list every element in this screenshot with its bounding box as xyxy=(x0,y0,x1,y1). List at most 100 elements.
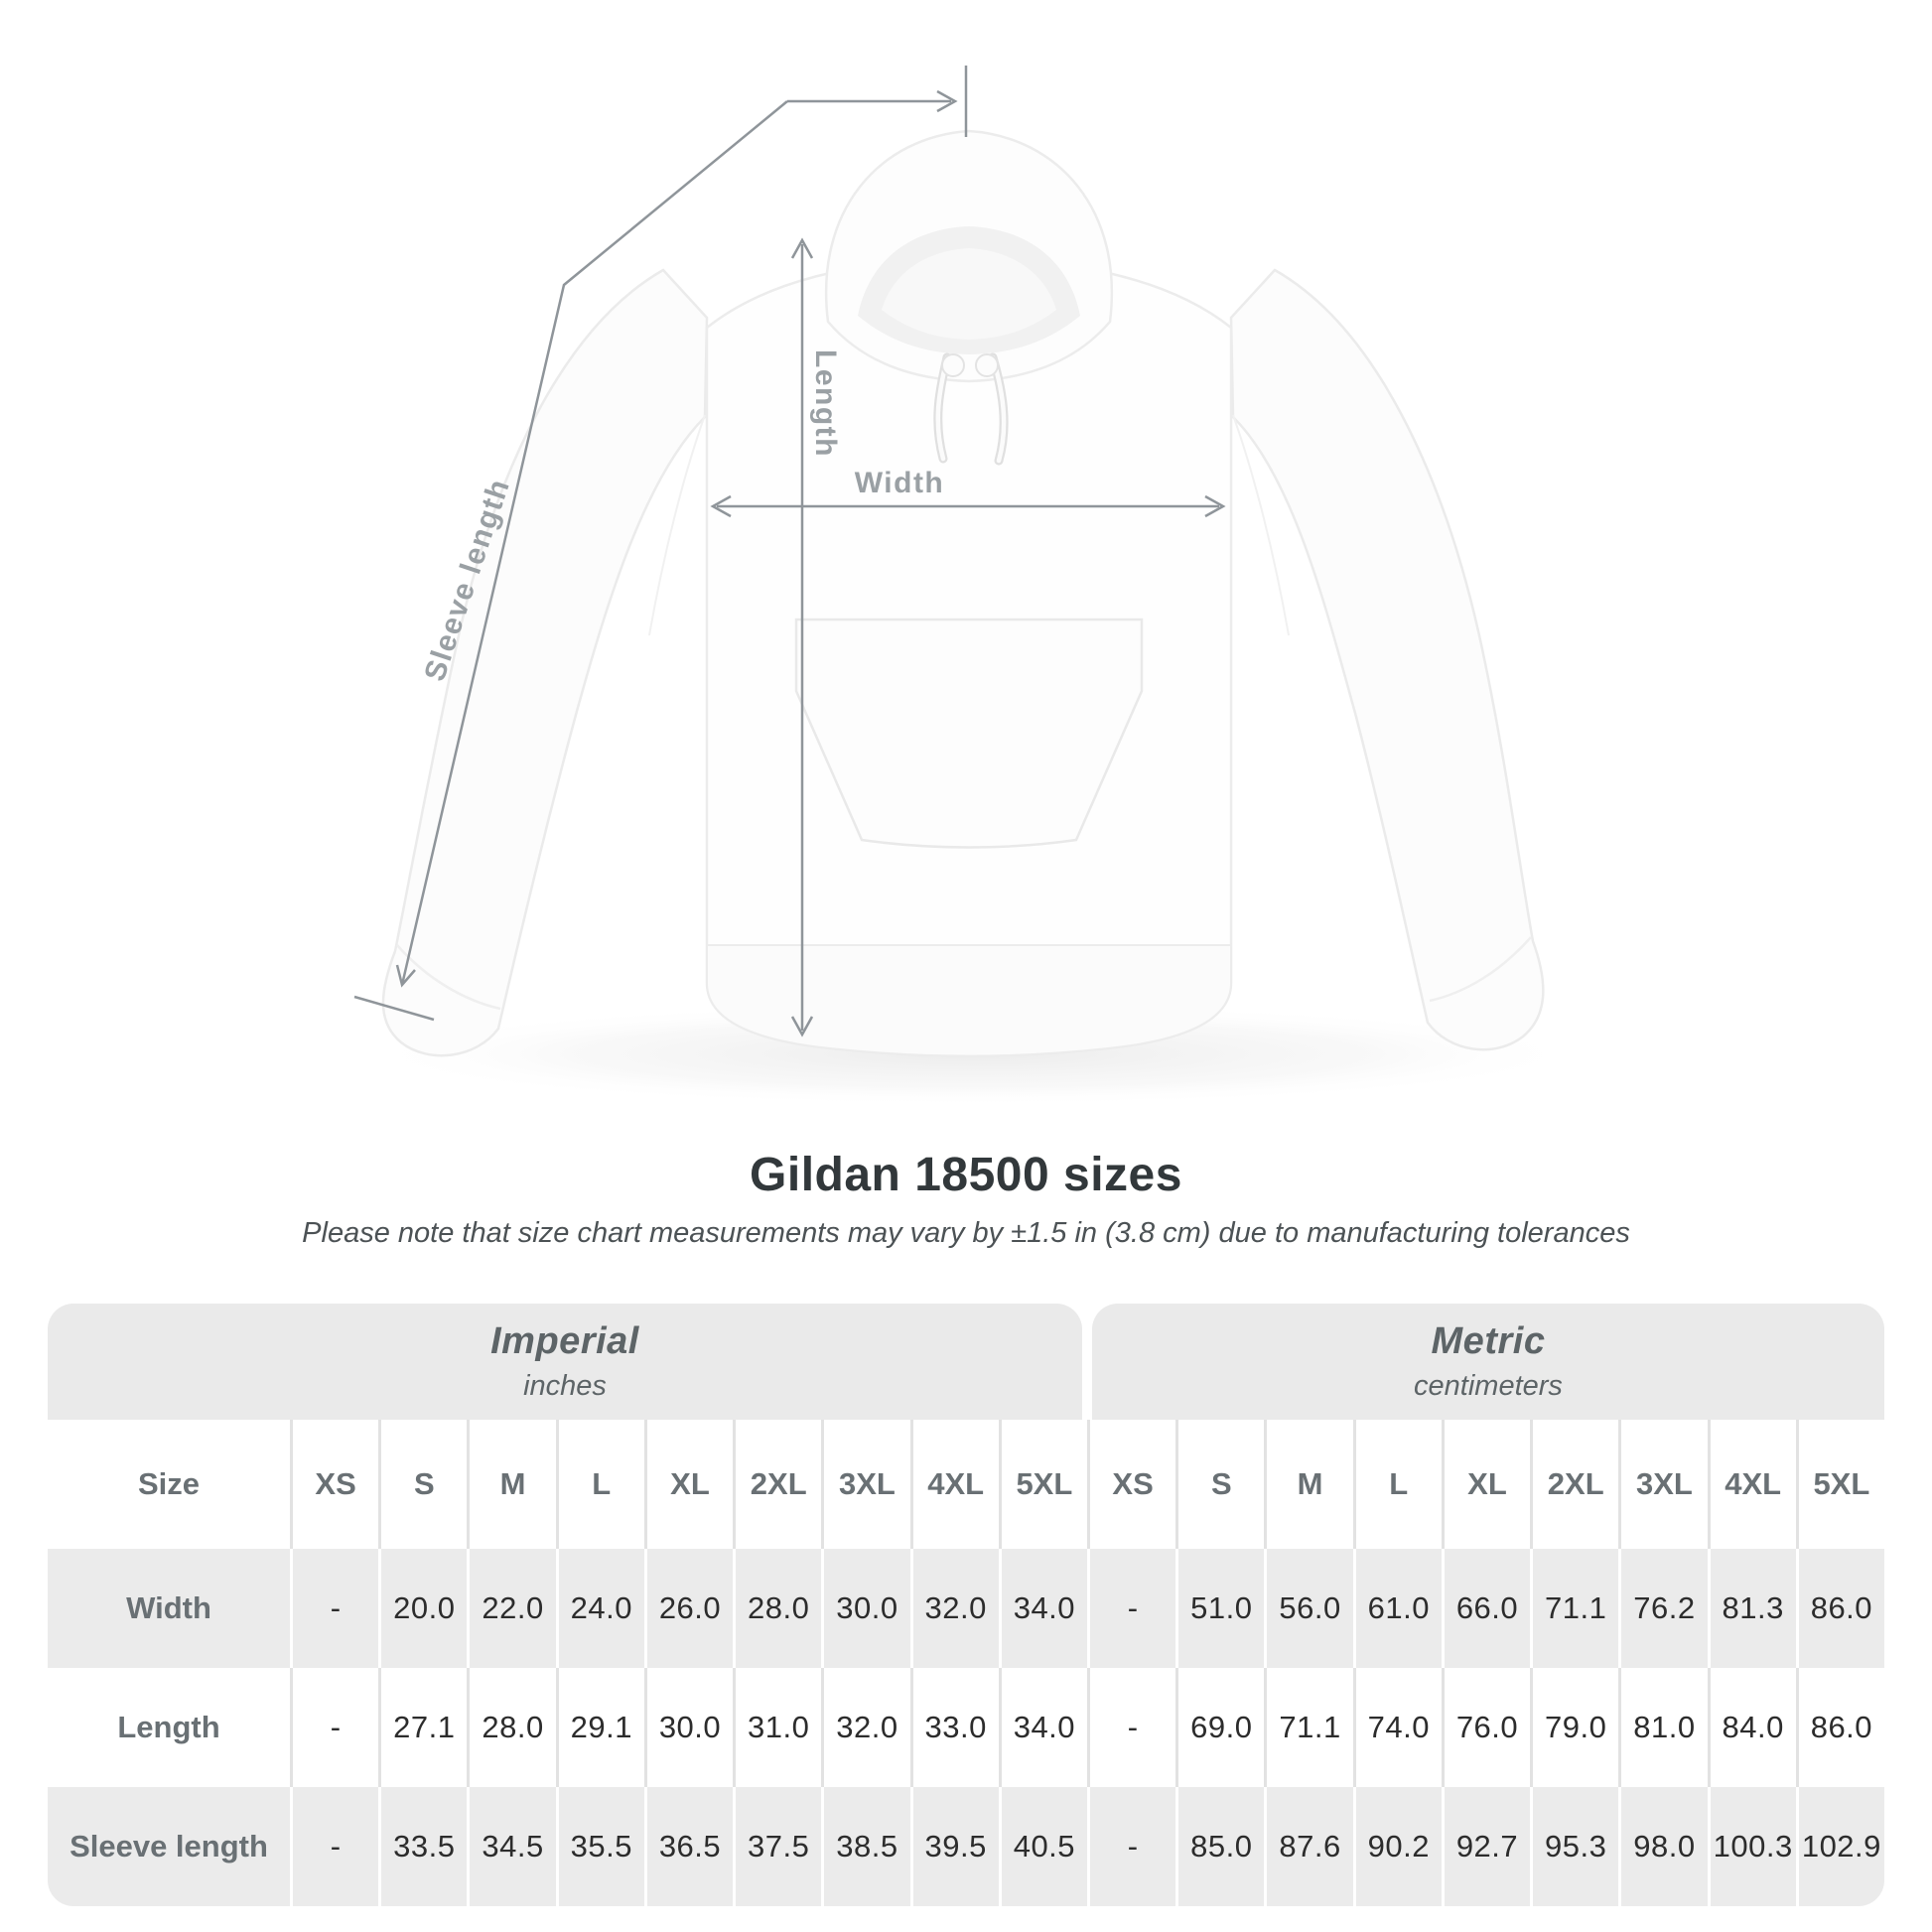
table-cell: 86.0 xyxy=(1795,1668,1884,1787)
table-cell: 92.7 xyxy=(1441,1787,1530,1906)
size-col-header: 5XL xyxy=(1795,1420,1884,1549)
table-cell: 95.3 xyxy=(1530,1787,1618,1906)
size-col-header: 4XL xyxy=(909,1420,999,1549)
size-col-header: XL xyxy=(643,1420,733,1549)
page-subtitle: Please note that size chart measurements… xyxy=(302,1217,1630,1249)
arrowhead-left-icon xyxy=(710,494,732,518)
table-cell: 38.5 xyxy=(821,1787,909,1906)
width-measure-label: Width xyxy=(855,467,945,499)
arrowhead-down-icon xyxy=(395,964,416,988)
unit-band-row: Imperial inches Metric centimeters xyxy=(48,1304,1884,1420)
table-cell: 102.9 xyxy=(1795,1787,1884,1906)
table-cell: 61.0 xyxy=(1352,1549,1442,1668)
row-label: Width xyxy=(126,1590,211,1625)
table-cell: 34.5 xyxy=(467,1787,555,1906)
table-row: Sleeve length -33.5 34.5 35.5 36.5 37.5 38.5 39… xyxy=(48,1787,1884,1906)
table-cell: 90.2 xyxy=(1352,1787,1442,1906)
metric-band: Metric centimeters xyxy=(1092,1304,1884,1420)
table-cell: - xyxy=(1086,1549,1175,1668)
size-col-header: M xyxy=(1264,1420,1352,1549)
table-cell: 30.0 xyxy=(821,1549,909,1668)
size-col-header: XS xyxy=(1086,1420,1175,1549)
metric-band-name: Metric xyxy=(1431,1320,1546,1362)
size-col-header: S xyxy=(378,1420,467,1549)
table-cell: 31.0 xyxy=(733,1668,821,1787)
table-cell: - xyxy=(290,1668,378,1787)
table-cell: 86.0 xyxy=(1795,1549,1884,1668)
table-cell: 56.0 xyxy=(1264,1549,1352,1668)
size-col-header: L xyxy=(1352,1420,1442,1549)
table-cell: - xyxy=(1086,1787,1175,1906)
arrowhead-right-icon xyxy=(936,89,958,113)
table-cell: 33.5 xyxy=(378,1787,467,1906)
size-col-header: 3XL xyxy=(1618,1420,1707,1549)
size-col-header: 4XL xyxy=(1707,1420,1796,1549)
size-table: Imperial inches Metric centimeters Size … xyxy=(48,1304,1884,1906)
row-label: Length xyxy=(117,1710,220,1744)
size-col-header: XL xyxy=(1441,1420,1530,1549)
size-col-header: S xyxy=(1175,1420,1264,1549)
table-cell: - xyxy=(1086,1668,1175,1787)
size-col-header: 2XL xyxy=(733,1420,821,1549)
size-label: Size xyxy=(137,1466,201,1501)
table-cell: 85.0 xyxy=(1175,1787,1264,1906)
table-cell: 71.1 xyxy=(1530,1549,1618,1668)
table-row: Width -20.0 22.0 24.0 26.0 28.0 30.0 32.0 34.0-5… xyxy=(48,1549,1884,1668)
imperial-band-unit: inches xyxy=(523,1370,607,1402)
table-cell: - xyxy=(290,1787,378,1906)
table-cell: 34.0 xyxy=(998,1549,1087,1668)
table-cell: 32.0 xyxy=(909,1549,999,1668)
table-cell: 37.5 xyxy=(733,1787,821,1906)
table-cell: 28.0 xyxy=(733,1549,821,1668)
table-cell: 40.5 xyxy=(998,1787,1087,1906)
table-cell: 76.2 xyxy=(1618,1549,1707,1668)
table-cell: 22.0 xyxy=(467,1549,555,1668)
table-cell: 30.0 xyxy=(643,1668,733,1787)
size-col-header: 3XL xyxy=(821,1420,909,1549)
size-col-header: XS xyxy=(290,1420,378,1549)
hoodie-size-diagram: Length Width Sleeve length xyxy=(353,66,1588,1106)
arrowhead-down-icon xyxy=(790,1016,814,1037)
arrowhead-right-icon xyxy=(1204,494,1226,518)
table-cell: 29.1 xyxy=(555,1668,644,1787)
table-cell: 35.5 xyxy=(555,1787,644,1906)
size-col-header: 5XL xyxy=(998,1420,1087,1549)
table-row: Length -27.1 28.0 29.1 30.0 31.0 32.0 33.0 34.0-… xyxy=(48,1668,1884,1787)
length-measure-label: Length xyxy=(809,349,842,458)
table-cell: 74.0 xyxy=(1352,1668,1442,1787)
table-cell: 36.5 xyxy=(643,1787,733,1906)
table-cell: 34.0 xyxy=(998,1668,1087,1787)
table-cell: 27.1 xyxy=(378,1668,467,1787)
imperial-band-name: Imperial xyxy=(490,1320,639,1362)
table-cell: 24.0 xyxy=(555,1549,644,1668)
table-cell: 76.0 xyxy=(1441,1668,1530,1787)
page-title: Gildan 18500 sizes xyxy=(750,1149,1182,1201)
table-cell: 51.0 xyxy=(1175,1549,1264,1668)
table-cell: 32.0 xyxy=(821,1668,909,1787)
size-col-header: 2XL xyxy=(1530,1420,1618,1549)
cuff-tick xyxy=(353,995,435,1022)
table-cell: 71.1 xyxy=(1264,1668,1352,1787)
table-cell: 100.3 xyxy=(1707,1787,1796,1906)
table-cell: 69.0 xyxy=(1175,1668,1264,1787)
table-cell: - xyxy=(290,1549,378,1668)
table-cell: 26.0 xyxy=(643,1549,733,1668)
table-cell: 66.0 xyxy=(1441,1549,1530,1668)
table-cell: 98.0 xyxy=(1618,1787,1707,1906)
table-cell: 39.5 xyxy=(909,1787,999,1906)
hoodie-illustration xyxy=(357,129,1588,1106)
table-cell: 81.3 xyxy=(1707,1549,1796,1668)
size-col-header: L xyxy=(555,1420,644,1549)
imperial-band: Imperial inches xyxy=(48,1304,1082,1420)
table-cell: 28.0 xyxy=(467,1668,555,1787)
table-cell: 81.0 xyxy=(1618,1668,1707,1787)
metric-band-unit: centimeters xyxy=(1414,1370,1563,1402)
size-col-header: M xyxy=(467,1420,555,1549)
table-cell: 79.0 xyxy=(1530,1668,1618,1787)
arrowhead-up-icon xyxy=(790,237,814,259)
table-cell: 33.0 xyxy=(909,1668,999,1787)
table-cell: 87.6 xyxy=(1264,1787,1352,1906)
table-cell: 84.0 xyxy=(1707,1668,1796,1787)
row-label: Sleeve length xyxy=(69,1829,268,1863)
size-header-row: Size XS S M L XL 2XL 3XL 4XL 5XL XS S M L XL 2XL 3XL 4XL… xyxy=(48,1420,1884,1549)
